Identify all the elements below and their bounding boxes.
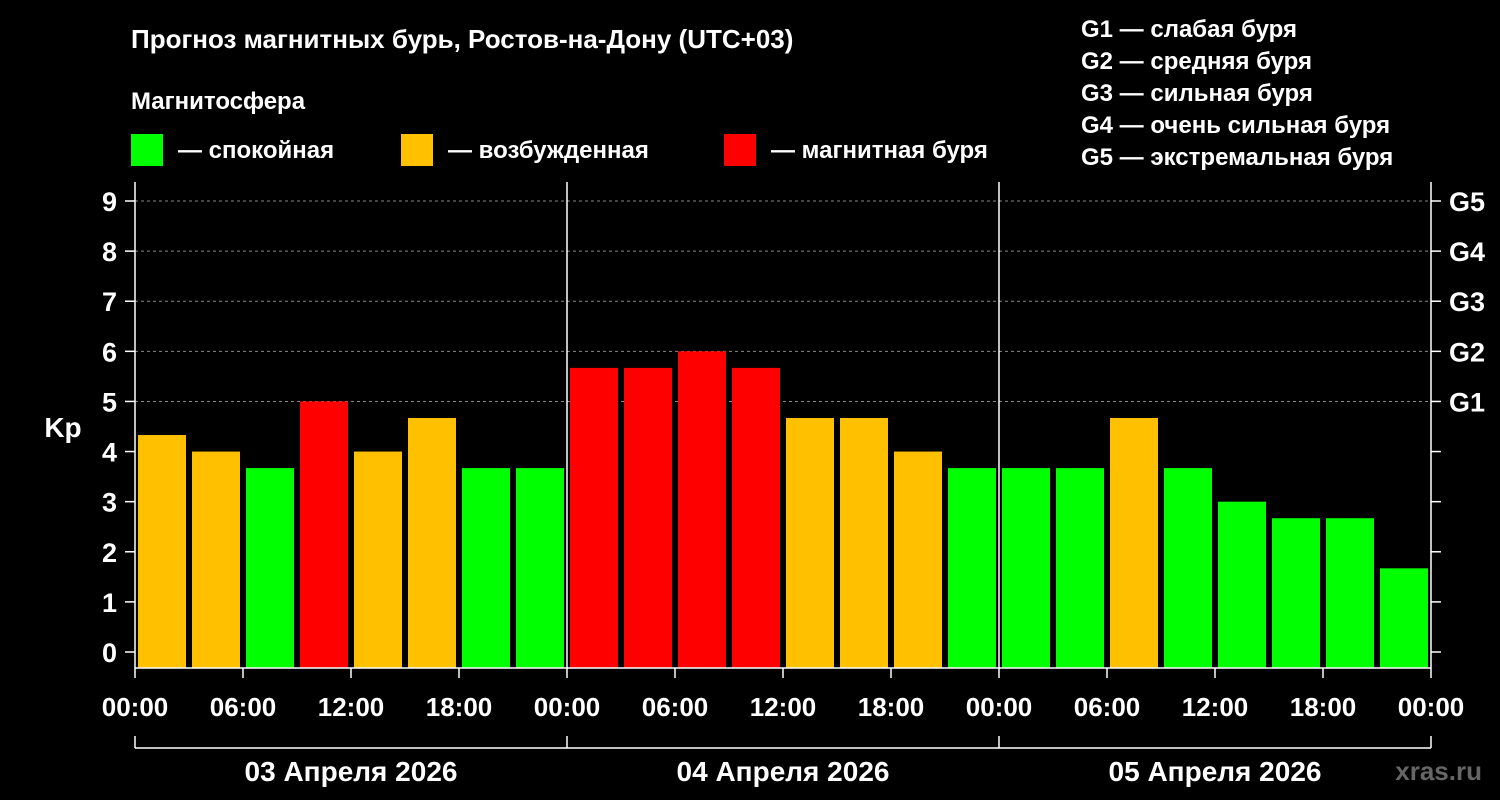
day-label-2: 05 Апреля 2026 [1109,756,1322,787]
x-tick-label-6: 12:00 [750,692,817,722]
storm-scale-g4: G4 — очень сильная буря [1081,112,1390,139]
g-level-label-g1: G1 [1449,387,1485,417]
storm-scale-g5: G5 — экстремальная буря [1081,144,1393,171]
bar-19 [1164,468,1212,668]
x-tick-label-10: 12:00 [1182,692,1249,722]
bar-12 [786,417,834,668]
storm-scale-g3: G3 — сильная буря [1081,80,1313,107]
bar-17 [1056,468,1104,668]
storm-scale-g2: G2 — средняя буря [1081,48,1312,75]
g-level-label-g4: G4 [1449,237,1485,267]
bar-7 [516,468,564,668]
bar-23 [1380,568,1428,668]
legend-label-storm: — магнитная буря [771,137,988,164]
bar-0 [138,435,186,668]
x-tick-label-9: 06:00 [1074,692,1141,722]
x-tick-label-8: 00:00 [966,692,1033,722]
bar-13 [840,417,888,668]
x-tick-label-2: 12:00 [318,692,385,722]
bar-18 [1110,417,1158,668]
bar-2 [246,468,294,668]
legend-label-quiet: — спокойная [178,137,334,164]
bar-4 [354,451,402,668]
y-tick-label-7: 7 [102,287,117,317]
bar-20 [1218,501,1266,668]
legend-heading: Магнитосфера [131,88,306,115]
bar-22 [1326,518,1374,668]
x-tick-label-7: 18:00 [858,692,925,722]
bar-9 [624,367,672,668]
g-level-label-g3: G3 [1449,287,1485,317]
legend-swatch-storm [724,134,756,166]
y-tick-label-2: 2 [102,538,117,568]
y-tick-label-6: 6 [102,337,117,367]
legend-swatch-active [401,134,433,166]
bar-5 [408,417,456,668]
grid-lines [135,200,1431,402]
axes: 0 1 2 3 4 5 6 7 8 9 G1 G2 G3 G4 G5 00:00 06:00 12:00 18:00… [102,182,1485,787]
y-tick-label-5: 5 [102,387,117,417]
bar-16 [1002,468,1050,668]
storm-scale-g1: G1 — слабая буря [1081,16,1297,43]
bar-14 [894,451,942,668]
legend-swatch-quiet [131,134,163,166]
bar-21 [1272,518,1320,668]
y-tick-label-0: 0 [102,638,117,668]
x-tick-label-1: 06:00 [210,692,277,722]
y-tick-label-4: 4 [102,438,117,468]
x-tick-label-4: 00:00 [534,692,601,722]
bar-15 [948,468,996,668]
y-tick-label-8: 8 [102,237,117,267]
bar-1 [192,451,240,668]
bar-8 [570,367,618,668]
g-level-label-g2: G2 [1449,337,1485,367]
y-tick-label-3: 3 [102,488,117,518]
bar-10 [678,351,726,668]
y-axis-label: Kp [44,412,81,443]
bar-3 [300,401,348,668]
watermark: xras.ru [1395,756,1482,786]
chart-title: Прогноз магнитных бурь, Ростов-на-Дону (… [131,24,793,54]
day-label-0: 03 Апреля 2026 [245,756,458,787]
bars [138,351,1428,668]
x-tick-label-3: 18:00 [426,692,493,722]
x-tick-label-5: 06:00 [642,692,709,722]
bar-11 [732,367,780,668]
x-tick-label-12: 00:00 [1398,692,1465,722]
bar-6 [462,468,510,668]
x-tick-label-11: 18:00 [1290,692,1357,722]
y-tick-label-1: 1 [102,588,117,618]
g-level-label-g5: G5 [1449,187,1485,217]
legend-label-active: — возбужденная [448,137,649,164]
day-label-1: 04 Апреля 2026 [677,756,890,787]
x-tick-label-0: 00:00 [102,692,169,722]
y-tick-label-9: 9 [102,187,117,217]
